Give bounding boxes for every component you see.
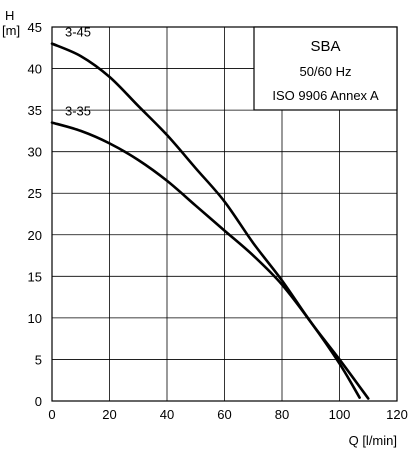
y-tick-label-45: 45 [28, 20, 42, 35]
y-tick-label-15: 15 [28, 269, 42, 284]
series-labels: 3-45 3-35 [65, 25, 91, 119]
x-tick-label-100: 100 [329, 407, 351, 422]
x-tick-label-60: 60 [217, 407, 231, 422]
info-box-standard: ISO 9906 Annex A [272, 88, 379, 103]
y-tick-label-30: 30 [28, 145, 42, 160]
y-tick-label-25: 25 [28, 186, 42, 201]
x-tick-label-80: 80 [275, 407, 289, 422]
y-tick-label-20: 20 [28, 228, 42, 243]
y-axis-label-symbol: H [5, 8, 14, 23]
y-tick-labels: 0 5 10 15 20 25 30 35 40 45 [28, 20, 42, 409]
x-tick-labels: 0 20 40 60 80 100 120 [48, 407, 407, 422]
x-tick-label-20: 20 [102, 407, 116, 422]
info-box-title: SBA [310, 38, 340, 55]
y-tick-label-5: 5 [35, 352, 42, 367]
y-axis-label-unit: [m] [2, 23, 20, 38]
x-tick-label-40: 40 [160, 407, 174, 422]
info-box: SBA 50/60 Hz ISO 9906 Annex A [253, 26, 398, 111]
y-tick-label-40: 40 [28, 62, 42, 77]
plot-frame [51, 26, 398, 402]
info-box-frequency: 50/60 Hz [299, 64, 351, 79]
series-label-3-35: 3-35 [65, 104, 91, 119]
x-axis-label: Q [l/min] [349, 433, 397, 448]
info-box-frame [253, 26, 398, 111]
series-label-3-45: 3-45 [65, 25, 91, 40]
x-tick-label-120: 120 [386, 407, 408, 422]
x-tick-label-0: 0 [48, 407, 55, 422]
y-tick-label-10: 10 [28, 311, 42, 326]
y-tick-label-35: 35 [28, 103, 42, 118]
y-tick-label-0: 0 [35, 394, 42, 409]
curves [50, 42, 370, 400]
curve-3-35 [50, 121, 361, 399]
